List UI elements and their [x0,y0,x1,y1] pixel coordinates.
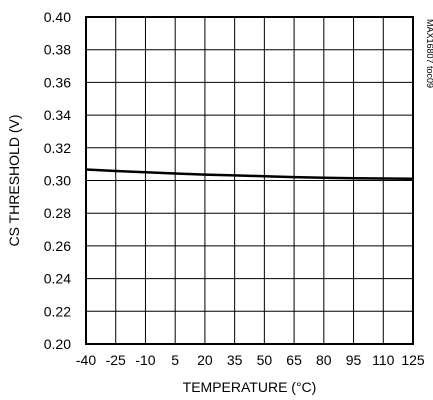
x-tick-label: 20 [197,352,213,368]
plot-frame [85,16,414,345]
y-tick-label: 0.26 [44,238,71,254]
x-tick-label: 80 [316,352,332,368]
x-tick-label: 5 [171,352,179,368]
series-line [85,168,414,180]
y-tick-label: 0.30 [44,173,71,189]
x-tick-label: 65 [286,352,302,368]
x-tick-label: 35 [227,352,243,368]
y-tick-label: 0.22 [44,303,71,319]
x-tick-label: -40 [76,352,96,368]
x-tick-label: 110 [372,352,395,368]
x-tick-label: 125 [401,352,425,368]
y-tick-label: 0.20 [44,336,71,352]
x-tick-label: -10 [135,352,155,368]
x-axis-label: TEMPERATURE (°C) [183,379,317,395]
y-tick-label: 0.36 [44,74,71,90]
y-tick-label: 0.32 [44,140,71,156]
y-axis-label: CS THRESHOLD (V) [6,115,22,247]
side-label: MAX16807 toc09 [425,19,433,88]
x-tick-label: 50 [257,352,273,368]
y-tick-label: 0.24 [44,271,71,287]
y-tick-label: 0.34 [44,107,71,123]
x-tick-labels: -40 -25 -10 5 20 35 50 65 80 95 110 125 [76,352,425,368]
grid [85,16,414,345]
y-tick-labels: 0.40 0.38 0.36 0.34 0.32 0.30 0.28 0.26 0.24 0.22… [44,9,71,352]
x-tick-label: 95 [346,352,362,368]
y-tick-label: 0.28 [44,205,71,221]
x-tick-label: -25 [106,352,126,368]
y-tick-label: 0.40 [44,9,71,25]
y-tick-label: 0.38 [44,42,71,58]
